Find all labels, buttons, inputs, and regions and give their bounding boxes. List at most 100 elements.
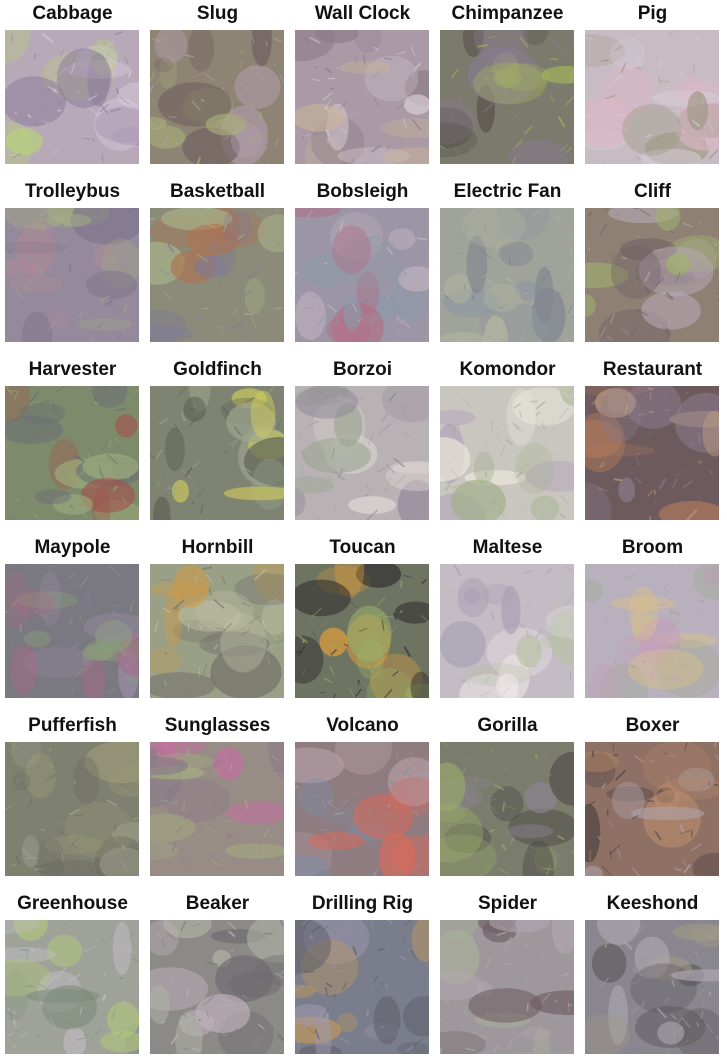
grid-cell-toucan: Toucan xyxy=(290,534,435,706)
cell-label: Drilling Rig xyxy=(311,893,414,914)
grid-cell-beaker: Beaker xyxy=(145,890,290,1062)
visualization-texture xyxy=(440,920,574,1054)
grid-cell-harvester: Harvester xyxy=(0,356,145,528)
visualization-texture xyxy=(150,564,284,698)
grid-cell-sunglasses: Sunglasses xyxy=(145,712,290,884)
cell-label: Electric Fan xyxy=(453,181,562,202)
cell-label: Chimpanzee xyxy=(451,3,564,24)
grid-cell-restaurant: Restaurant xyxy=(580,356,725,528)
cell-label: Greenhouse xyxy=(17,893,128,914)
cell-label: Harvester xyxy=(28,359,117,380)
visualization-texture xyxy=(5,208,139,342)
chimpanzee-image xyxy=(440,30,574,164)
cell-label: Gorilla xyxy=(477,715,538,736)
visualization-texture xyxy=(295,208,429,342)
visualization-texture xyxy=(440,742,574,876)
visualization-texture xyxy=(295,564,429,698)
slug-image xyxy=(150,30,284,164)
grid-cell-komondor: Komondor xyxy=(435,356,580,528)
grid-cell-chimpanzee: Chimpanzee xyxy=(435,0,580,172)
cell-label: Pufferfish xyxy=(28,715,117,736)
gorilla-image xyxy=(440,742,574,876)
harvester-image xyxy=(5,386,139,520)
visualization-texture xyxy=(5,386,139,520)
grid-cell-hornbill: Hornbill xyxy=(145,534,290,706)
visualization-texture xyxy=(150,30,284,164)
cell-label: Maypole xyxy=(34,537,111,558)
maltese-image xyxy=(440,564,574,698)
boxer-image xyxy=(585,742,719,876)
drilling-rig-image xyxy=(295,920,429,1054)
grid-cell-pig: Pig xyxy=(580,0,725,172)
visualization-texture xyxy=(5,30,139,164)
spider-image xyxy=(440,920,574,1054)
visualization-texture xyxy=(150,208,284,342)
grid-cell-gorilla: Gorilla xyxy=(435,712,580,884)
sunglasses-image xyxy=(150,742,284,876)
visualization-texture xyxy=(440,564,574,698)
cell-label: Restaurant xyxy=(602,359,703,380)
cell-label: Maltese xyxy=(472,537,543,558)
cell-label: Pig xyxy=(637,3,668,24)
maypole-image xyxy=(5,564,139,698)
hornbill-image xyxy=(150,564,284,698)
grid-cell-bobsleigh: Bobsleigh xyxy=(290,178,435,350)
grid-cell-electric-fan: Electric Fan xyxy=(435,178,580,350)
grid-cell-slug: Slug xyxy=(145,0,290,172)
basketball-image xyxy=(150,208,284,342)
cell-label: Hornbill xyxy=(181,537,254,558)
komondor-image xyxy=(440,386,574,520)
keeshond-image xyxy=(585,920,719,1054)
trolleybus-image xyxy=(5,208,139,342)
visualization-texture xyxy=(440,386,574,520)
visualization-texture xyxy=(585,386,719,520)
cell-label: Keeshond xyxy=(606,893,699,914)
visualization-texture xyxy=(440,30,574,164)
cell-label: Slug xyxy=(196,3,239,24)
toucan-image xyxy=(295,564,429,698)
wall-clock-image xyxy=(295,30,429,164)
visualization-texture xyxy=(150,386,284,520)
grid-cell-drilling-rig: Drilling Rig xyxy=(290,890,435,1062)
cell-label: Komondor xyxy=(459,359,556,380)
visualization-texture xyxy=(5,920,139,1054)
grid-cell-goldfinch: Goldfinch xyxy=(145,356,290,528)
grid-cell-maypole: Maypole xyxy=(0,534,145,706)
grid-cell-pufferfish: Pufferfish xyxy=(0,712,145,884)
electric-fan-image xyxy=(440,208,574,342)
grid-cell-broom: Broom xyxy=(580,534,725,706)
cell-label: Goldfinch xyxy=(173,359,262,380)
grid-cell-basketball: Basketball xyxy=(145,178,290,350)
restaurant-image xyxy=(585,386,719,520)
volcano-image xyxy=(295,742,429,876)
grid-cell-keeshond: Keeshond xyxy=(580,890,725,1062)
visualization-texture xyxy=(585,564,719,698)
cell-label: Bobsleigh xyxy=(316,181,409,202)
broom-image xyxy=(585,564,719,698)
cell-label: Cabbage xyxy=(32,3,113,24)
grid-cell-greenhouse: Greenhouse xyxy=(0,890,145,1062)
cliff-image xyxy=(585,208,719,342)
grid-cell-cliff: Cliff xyxy=(580,178,725,350)
grid-cell-borzoi: Borzoi xyxy=(290,356,435,528)
cell-label: Toucan xyxy=(329,537,396,558)
grid-cell-volcano: Volcano xyxy=(290,712,435,884)
cell-label: Spider xyxy=(477,893,538,914)
bobsleigh-image xyxy=(295,208,429,342)
visualization-texture xyxy=(585,30,719,164)
grid-cell-wall-clock: Wall Clock xyxy=(290,0,435,172)
pufferfish-image xyxy=(5,742,139,876)
visualization-texture xyxy=(295,920,429,1054)
visualization-texture xyxy=(585,920,719,1054)
cell-label: Cliff xyxy=(634,181,671,202)
grid-cell-trolleybus: Trolleybus xyxy=(0,178,145,350)
visualization-texture xyxy=(5,742,139,876)
cell-label: Volcano xyxy=(326,715,399,736)
visualization-texture xyxy=(150,920,284,1054)
pig-image xyxy=(585,30,719,164)
cell-label: Borzoi xyxy=(332,359,393,380)
visualization-texture xyxy=(585,208,719,342)
cabbage-image xyxy=(5,30,139,164)
cell-label: Broom xyxy=(621,537,684,558)
visualization-texture xyxy=(440,208,574,342)
